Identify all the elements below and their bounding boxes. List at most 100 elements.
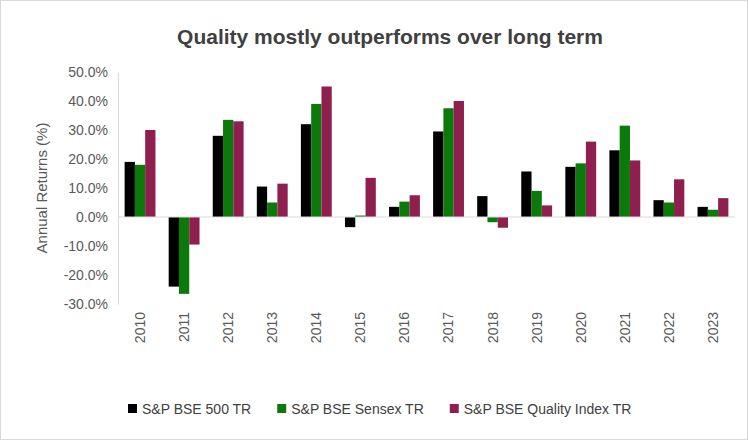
legend-item: S&P BSE Quality Index TR [450,401,632,417]
y-tick: -20.0% [64,267,118,283]
bar [532,191,542,217]
y-tick-label: 50.0% [68,64,108,80]
y-tick: 0.0% [76,209,118,225]
bar [311,104,321,217]
y-tick-label: -10.0% [64,238,108,254]
y-tick: 30.0% [68,122,118,138]
bar [487,217,497,222]
bar [125,162,135,217]
bar [708,210,718,217]
x-tick-label: 2019 [529,312,545,343]
x-tick: 2020 [573,304,589,343]
x-tick: 2012 [220,304,236,343]
bar [179,217,189,294]
x-tick-label: 2016 [396,312,412,343]
bars [125,87,729,294]
bar [233,121,243,217]
bar [410,195,420,217]
bar [630,160,640,217]
zero-line [118,217,735,218]
x-axis-line [119,304,736,305]
x-tick: 2021 [617,304,633,343]
bar [345,217,355,227]
bar [664,203,674,218]
y-tick-label: 20.0% [68,151,108,167]
bar [653,200,663,217]
bar [698,207,708,217]
bar [498,217,508,228]
legend-swatch [277,404,286,413]
bar [718,198,728,217]
bar [454,101,464,217]
y-tick: 50.0% [68,64,118,80]
legend-label: S&P BSE 500 TR [142,401,251,417]
x-tick: 2018 [485,304,501,343]
bar [399,202,409,217]
legend-item: S&P BSE Sensex TR [277,401,424,417]
y-tick-label: -30.0% [64,296,108,312]
x-tick-label: 2010 [132,312,148,343]
x-tick-label: 2014 [308,312,324,343]
bar [277,184,287,217]
y-tick-label: -20.0% [64,267,108,283]
x-tick: 2022 [661,304,677,343]
x-tick-label: 2018 [485,312,501,343]
x-tick-label: 2013 [264,312,280,343]
bar [586,142,596,217]
bar [443,108,453,217]
x-axis: 2010 2011 2012 2013 2014 2015 2016 2017 2018 2019… [119,304,736,343]
x-tick-label: 2015 [352,312,368,343]
bar [366,178,376,217]
x-tick: 2016 [396,304,412,343]
x-tick-label: 2023 [705,312,721,343]
bar [169,217,179,287]
bar [145,130,155,217]
x-tick-label: 2017 [440,312,456,343]
bar [257,187,267,217]
bar [477,196,487,217]
bar [674,179,684,217]
legend: S&P BSE 500 TR S&P BSE Sensex TR S&P BSE Q… [128,401,631,417]
x-tick-label: 2021 [617,312,633,343]
bar [620,126,630,217]
y-tick: 10.0% [68,180,118,196]
legend-item: S&P BSE 500 TR [128,401,251,417]
y-tick-label: 30.0% [68,122,108,138]
chart-frame [1,1,748,440]
series-bars [145,87,728,245]
legend-swatch [450,404,459,413]
series-bars [135,104,718,294]
title: Quality mostly outperforms over long ter… [177,25,603,48]
bar [135,165,145,217]
bar [223,120,233,217]
y-axis: -30.0% -20.0% -10.0% 0.0% 10.0% 20.0% 30.0% 40.… [64,64,119,312]
y-tick: -30.0% [64,296,118,312]
x-tick: 2015 [352,304,368,343]
x-tick: 2014 [308,304,324,343]
x-tick: 2010 [132,304,148,343]
bar [389,207,399,217]
y-axis-line [118,73,119,305]
chart: -30.0% -20.0% -10.0% 0.0% 10.0% 20.0% 30.0% 40.… [0,0,748,440]
x-tick-label: 2011 [176,312,192,342]
x-tick: 2017 [440,304,456,343]
x-tick-label: 2022 [661,312,677,343]
bar [542,205,552,217]
y-tick-label: 40.0% [68,93,108,109]
bar [565,167,575,217]
y-tick: -10.0% [64,238,118,254]
x-tick-label: 2020 [573,312,589,343]
bar [433,131,443,217]
bar [521,171,531,217]
bar [189,217,199,245]
series-bars [125,124,708,286]
legend-label: S&P BSE Quality Index TR [464,401,632,417]
plot: -30.0% -20.0% -10.0% 0.0% 10.0% 20.0% 30.0% 40.… [64,64,736,343]
y-axis-title: Annual Returns (%) [33,123,50,254]
x-tick: 2013 [264,304,280,343]
legend-swatch [128,404,137,413]
bar [213,136,223,217]
x-tick: 2019 [529,304,545,343]
bar [321,87,331,218]
y-tick: 20.0% [68,151,118,167]
